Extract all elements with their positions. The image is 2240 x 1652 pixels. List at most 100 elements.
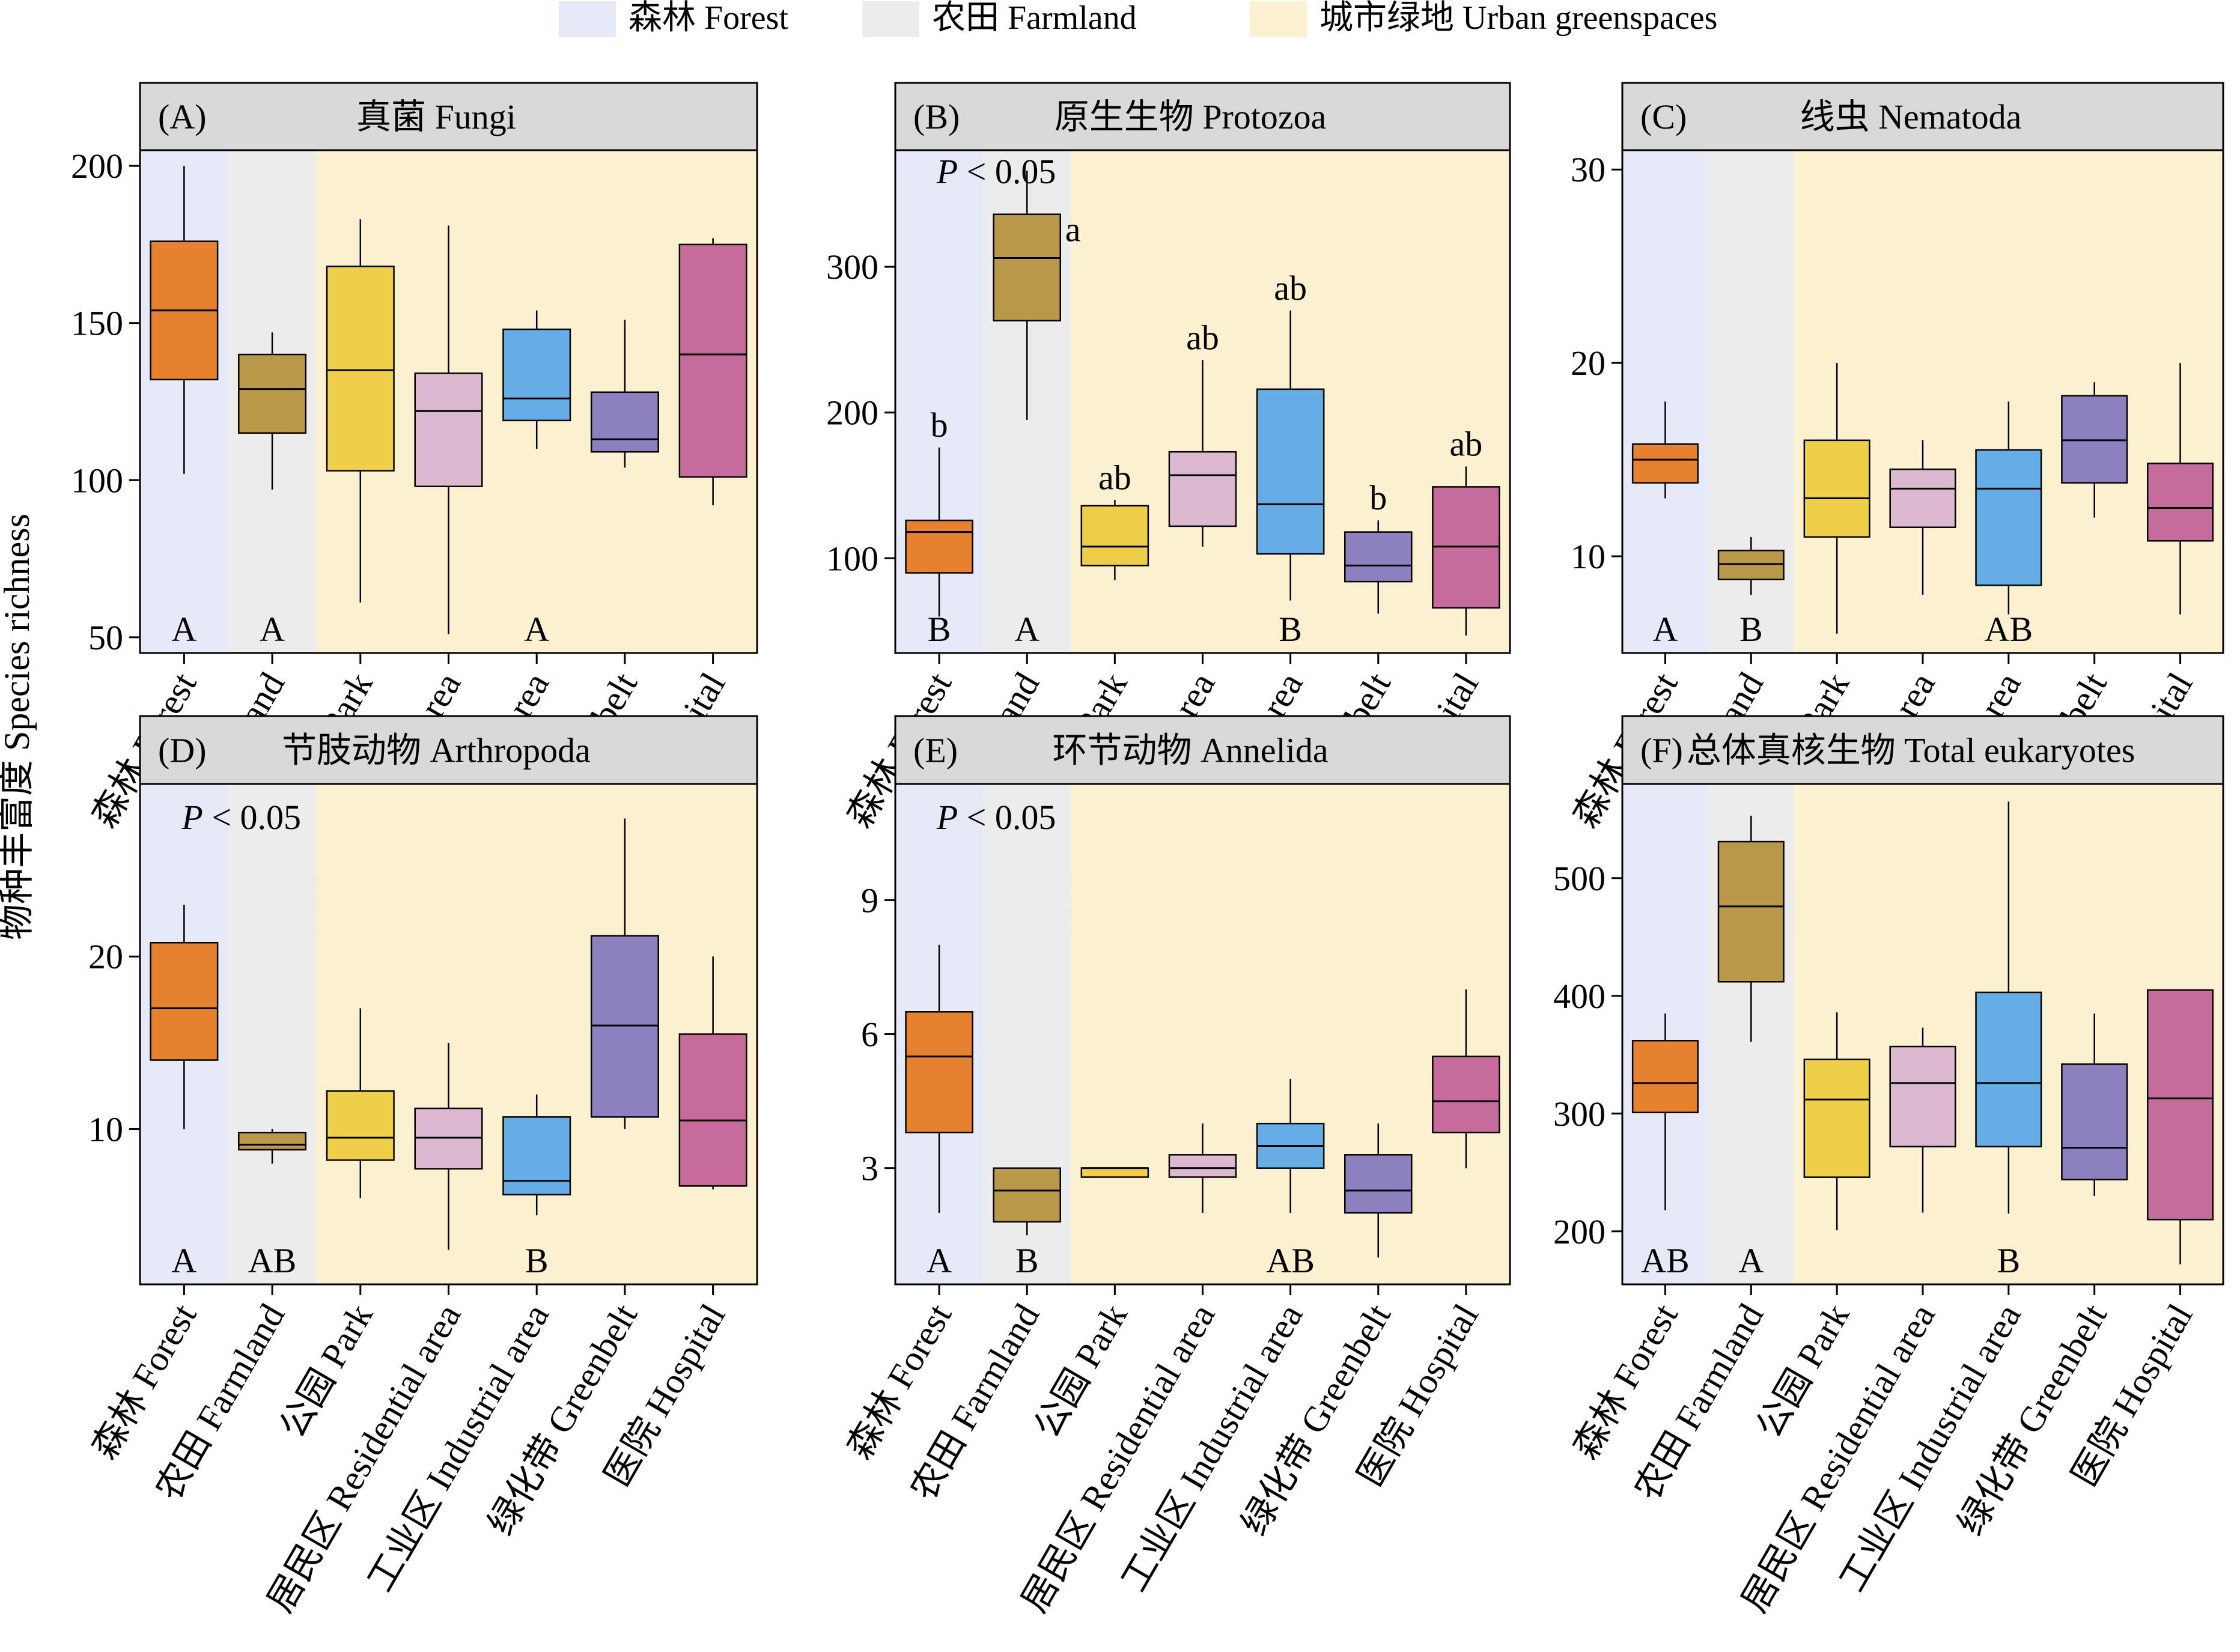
- y-tick-label: 50: [88, 618, 123, 657]
- bg-band-farmland: [228, 784, 317, 1284]
- box: [238, 353, 307, 434]
- y-tick-label: 20: [88, 937, 123, 976]
- y-tick-label: 3: [861, 1149, 878, 1188]
- group-letter: A: [1652, 610, 1678, 649]
- panel-title: 节肢动物 Arthropoda: [282, 731, 591, 770]
- y-tick-label: 10: [1571, 537, 1605, 576]
- y-tick-label: 30: [1571, 150, 1605, 189]
- legend-label-farmland: 农田 Farmland: [932, 0, 1137, 37]
- group-letter: B: [1015, 1241, 1039, 1280]
- y-tick-label: 200: [826, 393, 878, 433]
- significance-letter: a: [1065, 210, 1081, 249]
- group-letter: AB: [1985, 610, 2033, 649]
- box: [1975, 449, 2042, 586]
- box: [1803, 1058, 1870, 1178]
- box: [2061, 395, 2128, 484]
- significance-letter: ab: [1098, 458, 1131, 497]
- group-letter: AB: [1266, 1241, 1315, 1280]
- panel-title-strip: [894, 82, 1511, 151]
- box: [1256, 388, 1325, 555]
- group-letter: A: [260, 610, 285, 649]
- significance-letter: ab: [1186, 318, 1219, 357]
- plot-frame: [1621, 149, 2224, 654]
- group-letter: A: [1014, 610, 1039, 649]
- box: [1344, 1154, 1413, 1214]
- legend-swatch-farmland: [862, 1, 919, 37]
- box: [1631, 1040, 1699, 1114]
- box: [1168, 1154, 1237, 1178]
- group-letter: B: [1279, 610, 1302, 649]
- legend-label-urban: 城市绿地 Urban greenspaces: [1319, 0, 1717, 37]
- y-tick-label: 20: [1571, 344, 1605, 383]
- y-tick-label: 200: [1553, 1212, 1605, 1251]
- box: [502, 328, 571, 422]
- group-letter: B: [525, 1241, 549, 1280]
- box: [1889, 468, 1956, 529]
- panel-title: 原生生物 Protozoa: [1055, 97, 1327, 136]
- box: [2147, 989, 2214, 1221]
- panel-title-strip: [139, 82, 758, 151]
- legend-swatch-forest: [559, 1, 616, 37]
- box: [1889, 1045, 1956, 1147]
- box: [678, 243, 747, 478]
- box: [502, 1116, 571, 1195]
- box: [590, 391, 659, 453]
- group-letter: A: [171, 1241, 196, 1280]
- y-tick-label: 10: [88, 1110, 123, 1149]
- y-tick-label: 300: [826, 247, 878, 287]
- box: [2147, 463, 2214, 542]
- y-tick-label: 400: [1553, 977, 1605, 1016]
- panel-letter: (F): [1640, 731, 1683, 770]
- box: [1080, 505, 1149, 566]
- box: [905, 1011, 973, 1134]
- box: [1717, 550, 1785, 580]
- plot-frame: [139, 783, 758, 1286]
- plot-frame: [139, 149, 758, 654]
- p-value: P < 0.05: [936, 152, 1056, 191]
- panel-title: 真菌 Fungi: [356, 97, 516, 136]
- box: [326, 1090, 395, 1161]
- panel-letter: (A): [158, 97, 207, 136]
- box: [905, 519, 973, 574]
- y-tick-label: 100: [826, 539, 878, 578]
- panel-letter: (E): [913, 731, 958, 770]
- group-letter: B: [1739, 610, 1763, 649]
- group-letter: B: [1997, 1241, 2021, 1280]
- box: [1080, 1167, 1149, 1178]
- box: [414, 372, 483, 487]
- box: [1717, 840, 1785, 983]
- significance-letter: b: [1369, 478, 1387, 517]
- plot-frame: [1621, 783, 2224, 1286]
- box: [1168, 451, 1237, 527]
- box: [993, 213, 1061, 322]
- box: [993, 1167, 1061, 1223]
- y-axis-label: 物种丰富度 Species richness: [0, 514, 37, 940]
- group-letter: A: [524, 610, 549, 649]
- y-tick-label: 9: [861, 881, 878, 920]
- y-tick-label: 150: [71, 304, 123, 343]
- box: [678, 1033, 747, 1187]
- significance-letter: b: [931, 405, 948, 445]
- p-value: P < 0.05: [181, 798, 301, 837]
- panel-title-strip: [139, 715, 758, 785]
- box: [1803, 439, 1870, 538]
- panel-title-strip: [894, 715, 1511, 785]
- box: [1344, 531, 1413, 583]
- p-value: P < 0.05: [936, 798, 1056, 837]
- y-tick-label: 300: [1553, 1095, 1605, 1134]
- y-tick-label: 6: [861, 1015, 878, 1054]
- box: [238, 1131, 307, 1151]
- box: [326, 266, 395, 472]
- legend-swatch-urban: [1250, 1, 1307, 37]
- panel-title: 总体真核生物 Total eukaryotes: [1687, 731, 2135, 770]
- group-letter: AB: [248, 1241, 297, 1280]
- plot-frame: [894, 783, 1511, 1286]
- significance-letter: ab: [1450, 424, 1483, 463]
- panel-title: 线虫 Nematoda: [1800, 97, 2022, 136]
- panel-title-strip: [1621, 715, 2224, 785]
- panel-letter: (C): [1640, 97, 1687, 136]
- box: [1631, 443, 1699, 484]
- y-tick-label: 500: [1553, 859, 1605, 898]
